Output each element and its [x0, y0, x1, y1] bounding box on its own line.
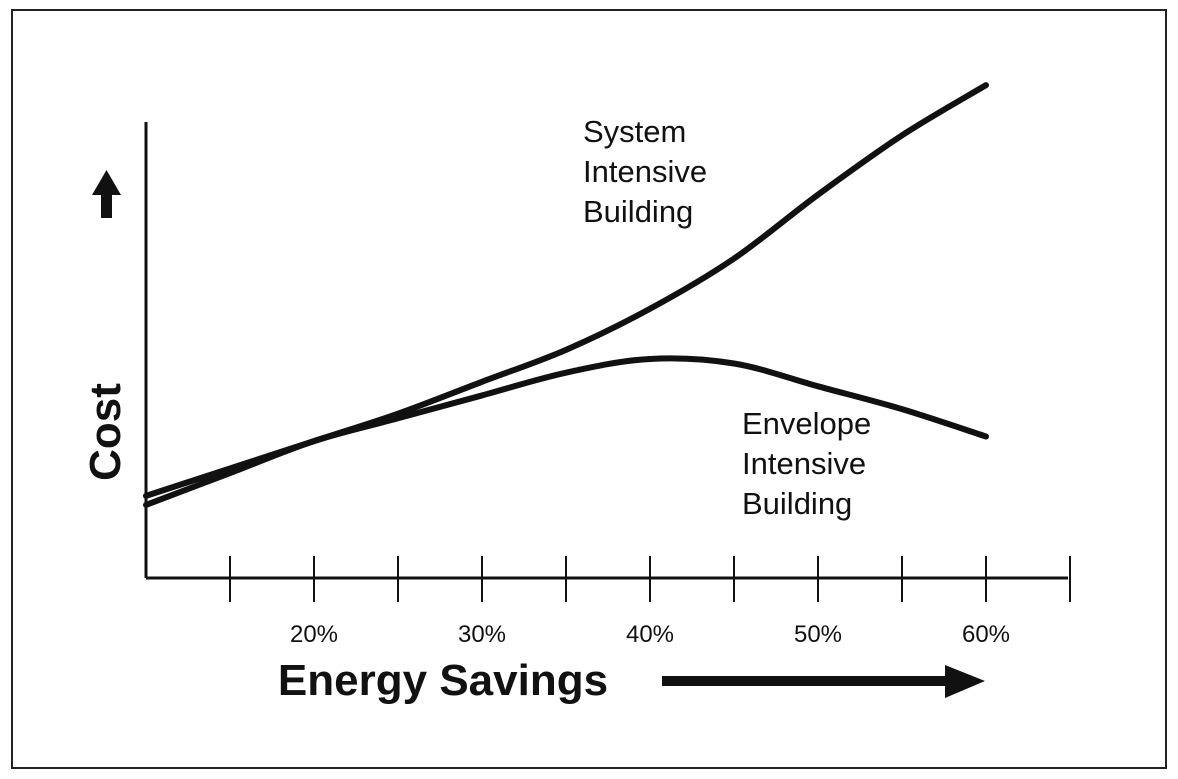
- line-series: [143, 355, 989, 508]
- series-label: Envelope Intensive Building: [742, 406, 872, 521]
- x-axis-title: Energy Savings: [278, 656, 608, 705]
- x-tick-label: 40%: [626, 621, 674, 648]
- y-arrow-shaft: [101, 190, 112, 218]
- x-tick-label: 50%: [794, 621, 842, 648]
- x-tick-label: 20%: [290, 621, 338, 648]
- series-label: System Intensive Building: [583, 114, 708, 229]
- x-tick-label: 30%: [458, 621, 506, 648]
- y-arrow-head: [92, 170, 121, 195]
- x-arrow-shaft: [662, 676, 952, 686]
- y-axis-title: Cost: [81, 383, 130, 481]
- x-arrow-head: [945, 665, 985, 698]
- x-tick-label: 60%: [962, 621, 1010, 648]
- frame: [11, 9, 1167, 769]
